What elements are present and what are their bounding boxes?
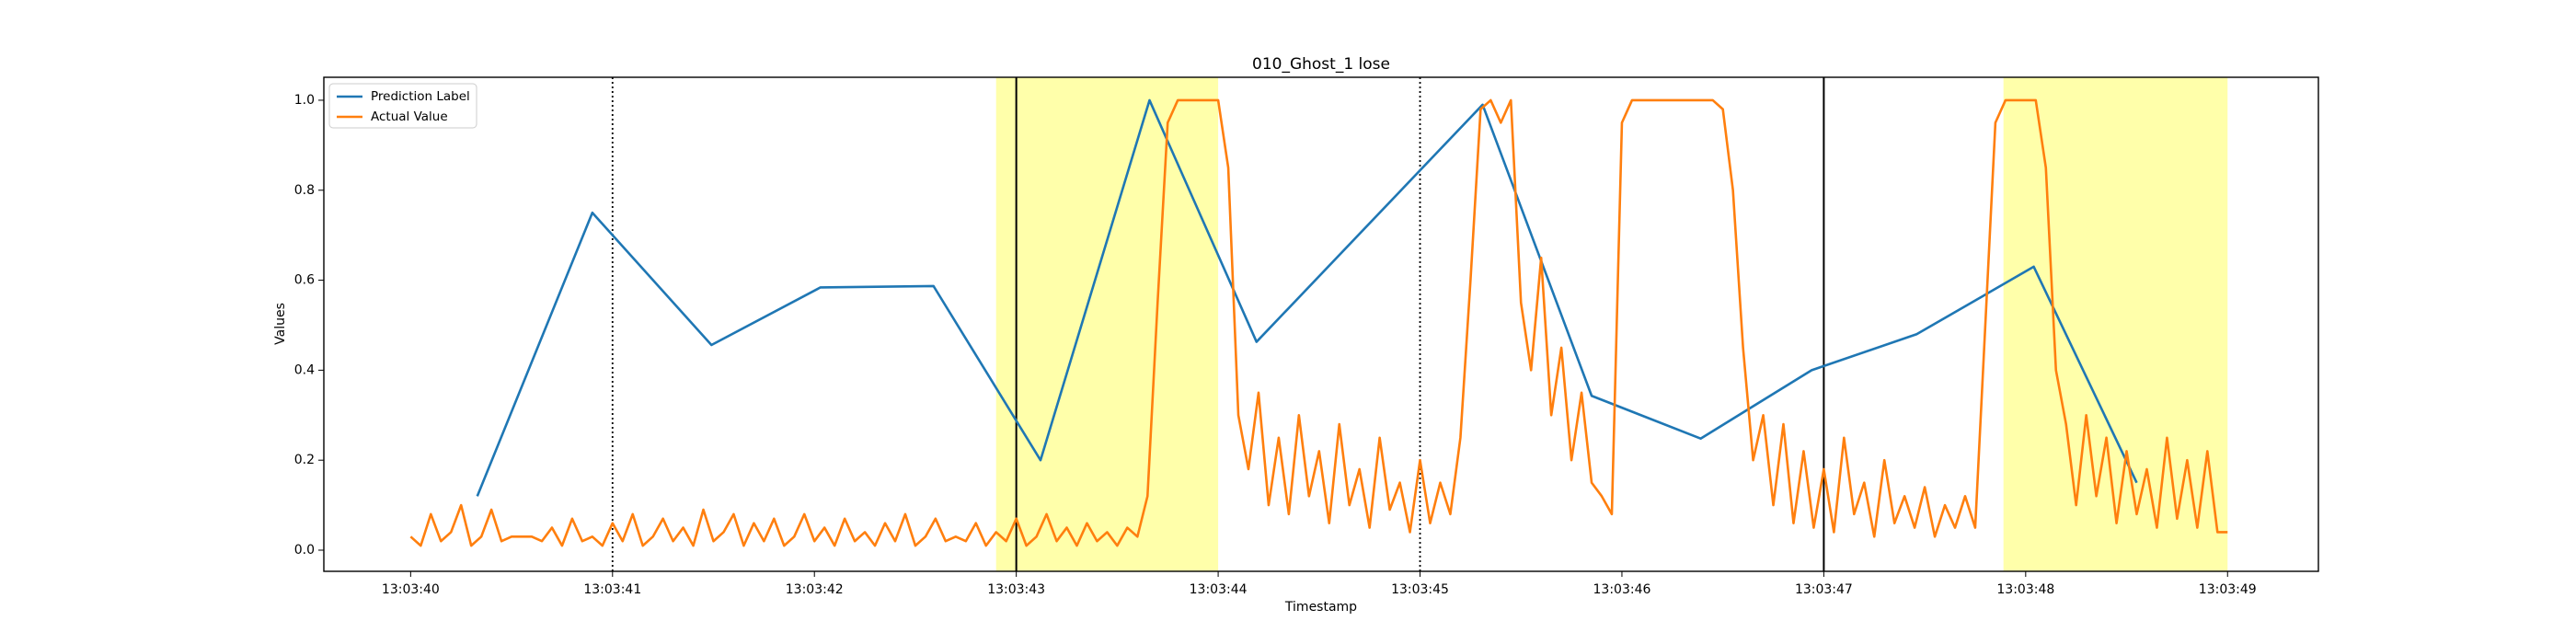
x-axis-label: Timestamp	[1284, 600, 1357, 615]
x-tick-label: 13:03:40	[382, 582, 440, 597]
x-tick-label: 13:03:49	[2199, 582, 2257, 597]
x-tick-label: 13:03:46	[1593, 582, 1651, 597]
y-tick-label: 0.8	[294, 183, 315, 198]
y-axis-label: Values	[273, 303, 288, 345]
x-tick-label: 13:03:47	[1795, 582, 1853, 597]
y-tick-label: 0.4	[294, 362, 315, 377]
series-line	[409, 98, 2228, 547]
y-tick-label: 0.0	[294, 543, 315, 558]
highlight-span	[995, 77, 1219, 571]
x-tick-label: 13:03:48	[1996, 582, 2054, 597]
legend-label: Actual Value	[371, 109, 448, 124]
highlight-span	[2003, 77, 2228, 571]
x-tick-label: 13:03:41	[583, 582, 641, 597]
x-tick-label: 13:03:45	[1391, 582, 1449, 597]
y-tick-label: 1.0	[294, 93, 315, 108]
axes-frame	[323, 76, 2319, 572]
series-line	[476, 98, 2138, 497]
x-tick-label: 13:03:43	[987, 582, 1045, 597]
legend-box	[328, 83, 477, 129]
x-tick-label: 13:03:44	[1190, 582, 1248, 597]
y-tick-label: 0.6	[294, 273, 315, 288]
legend-label: Prediction Label	[371, 89, 470, 104]
x-tick-label: 13:03:42	[786, 582, 844, 597]
y-tick-label: 0.2	[294, 453, 315, 467]
chart-title: 010_Ghost_1 lose	[1252, 55, 1390, 74]
